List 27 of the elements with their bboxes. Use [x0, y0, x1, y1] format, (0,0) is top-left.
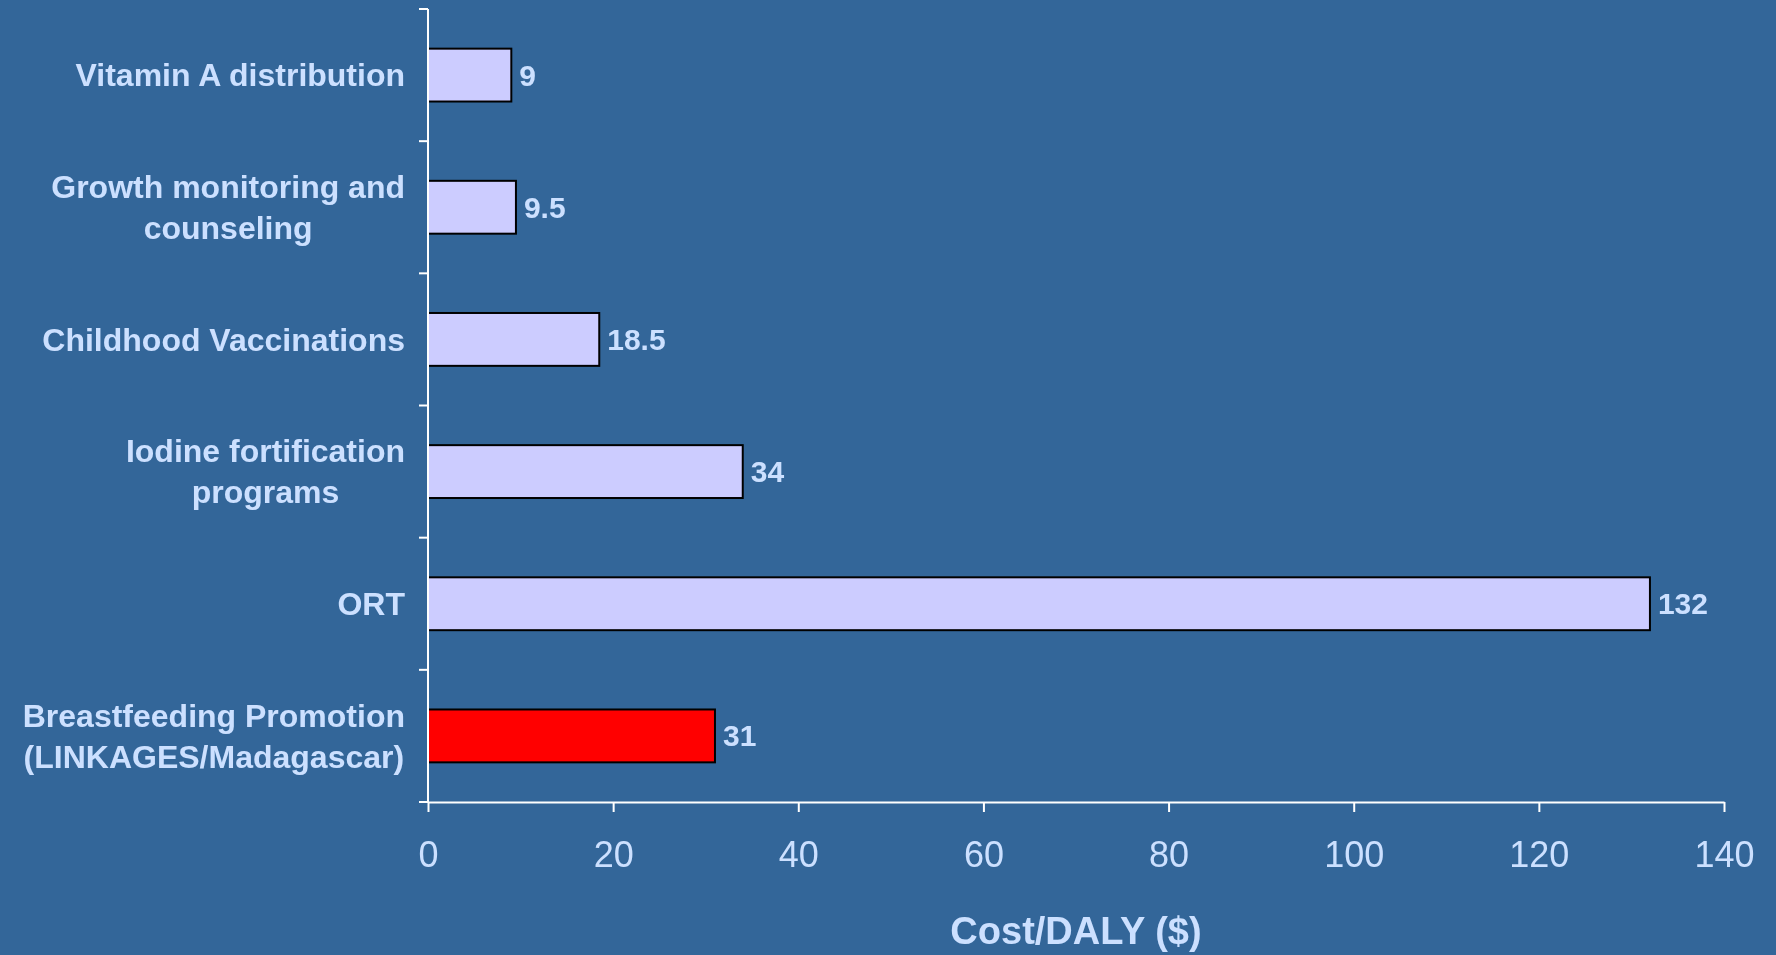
x-tick-label: 140	[1694, 834, 1755, 876]
y-tick-label: Iodine fortification programs	[125, 433, 405, 511]
bar	[427, 444, 744, 500]
x-tick-label: 0	[418, 834, 439, 876]
data-label: 18.5	[607, 322, 666, 356]
data-label: 9	[519, 58, 536, 92]
bar	[427, 576, 1651, 632]
bar	[427, 47, 513, 103]
x-tick-label: 40	[778, 834, 819, 876]
data-label: 34	[750, 455, 785, 489]
data-label: 31	[722, 719, 757, 753]
bar	[427, 179, 517, 235]
bar	[427, 311, 601, 367]
bar	[427, 708, 716, 764]
y-tick-label: Growth monitoring and counseling	[51, 168, 405, 246]
x-tick-label: 120	[1509, 834, 1570, 876]
x-tick-label: 20	[593, 834, 634, 876]
data-label: 9.5	[523, 190, 566, 224]
y-tick-label: Childhood Vaccinations	[42, 321, 405, 358]
x-tick-label: 100	[1324, 834, 1385, 876]
data-label: 132	[1657, 587, 1709, 621]
y-tick-label: Vitamin A distribution	[75, 57, 405, 94]
y-tick-label: ORT	[337, 585, 406, 622]
y-tick-label: Breastfeeding Promotion (LINKAGES/Madagascar)	[22, 697, 405, 775]
x-tick-label: 60	[963, 834, 1004, 876]
x-tick-label: 80	[1149, 834, 1190, 876]
x-axis-title: Cost/DALY ($)	[950, 910, 1202, 952]
